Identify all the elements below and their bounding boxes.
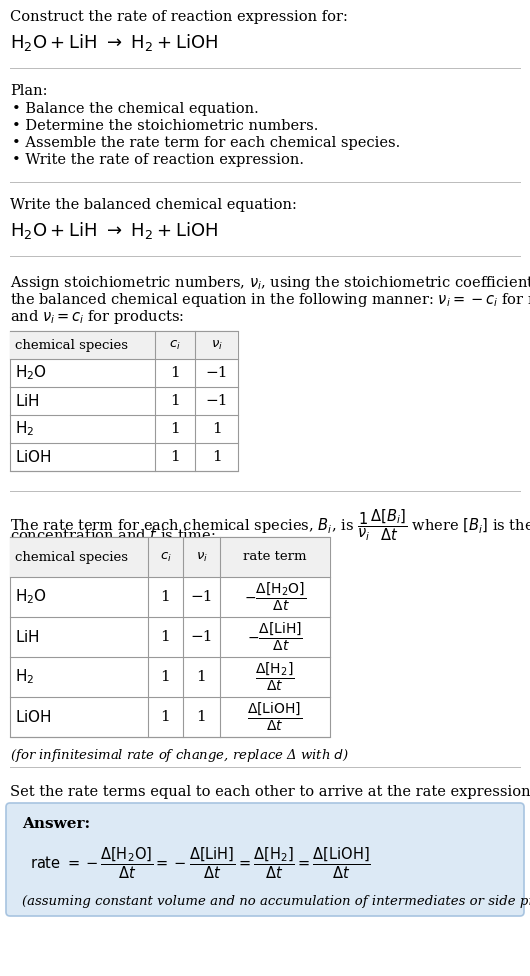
Text: $-\dfrac{\Delta[\mathrm{LiH}]}{\Delta t}$: $-\dfrac{\Delta[\mathrm{LiH}]}{\Delta t}… xyxy=(247,621,303,653)
Text: Plan:: Plan: xyxy=(10,84,48,98)
Text: Write the balanced chemical equation:: Write the balanced chemical equation: xyxy=(10,198,297,212)
Text: $\mathrm{LiH}$: $\mathrm{LiH}$ xyxy=(15,393,40,409)
Text: $\nu_i$: $\nu_i$ xyxy=(196,550,207,563)
Text: chemical species: chemical species xyxy=(15,550,128,563)
Text: Set the rate terms equal to each other to arrive at the rate expression:: Set the rate terms equal to each other t… xyxy=(10,785,530,799)
Text: $\dfrac{\Delta[\mathrm{LiOH}]}{\Delta t}$: $\dfrac{\Delta[\mathrm{LiOH}]}{\Delta t}… xyxy=(248,701,303,733)
Text: concentration and $t$ is time:: concentration and $t$ is time: xyxy=(10,527,216,543)
Text: 1: 1 xyxy=(170,366,180,380)
Text: • Assemble the rate term for each chemical species.: • Assemble the rate term for each chemic… xyxy=(12,136,400,150)
Text: −1: −1 xyxy=(205,394,228,408)
Text: $\mathrm{LiOH}$: $\mathrm{LiOH}$ xyxy=(15,449,52,465)
Text: $\mathrm{H_2O}$: $\mathrm{H_2O}$ xyxy=(15,588,47,606)
Text: −1: −1 xyxy=(190,630,213,644)
Text: −1: −1 xyxy=(205,366,228,380)
FancyBboxPatch shape xyxy=(6,803,524,916)
Text: Assign stoichiometric numbers, $\nu_i$, using the stoichiometric coefficients, $: Assign stoichiometric numbers, $\nu_i$, … xyxy=(10,274,530,292)
Text: Answer:: Answer: xyxy=(22,817,90,831)
Text: 1: 1 xyxy=(161,670,170,684)
Text: and $\nu_i = c_i$ for products:: and $\nu_i = c_i$ for products: xyxy=(10,308,184,326)
Text: the balanced chemical equation in the following manner: $\nu_i = -c_i$ for react: the balanced chemical equation in the fo… xyxy=(10,291,530,309)
Text: 1: 1 xyxy=(197,710,206,724)
Text: −1: −1 xyxy=(190,590,213,604)
Text: $-\dfrac{\Delta[\mathrm{H_2O}]}{\Delta t}$: $-\dfrac{\Delta[\mathrm{H_2O}]}{\Delta t… xyxy=(244,581,306,613)
Text: 1: 1 xyxy=(197,670,206,684)
Bar xyxy=(10,331,238,359)
Text: The rate term for each chemical species, $B_i$, is $\dfrac{1}{\nu_i}\dfrac{\Delt: The rate term for each chemical species,… xyxy=(10,507,530,543)
Text: 1: 1 xyxy=(211,450,222,464)
Text: $\nu_i$: $\nu_i$ xyxy=(210,339,223,351)
Text: 1: 1 xyxy=(161,710,170,724)
Text: • Determine the stoichiometric numbers.: • Determine the stoichiometric numbers. xyxy=(12,119,319,133)
Text: $\dfrac{\Delta[\mathrm{H_2}]}{\Delta t}$: $\dfrac{\Delta[\mathrm{H_2}]}{\Delta t}$ xyxy=(255,661,295,693)
Text: 1: 1 xyxy=(170,450,180,464)
Text: $c_i$: $c_i$ xyxy=(169,339,181,351)
Text: (assuming constant volume and no accumulation of intermediates or side products): (assuming constant volume and no accumul… xyxy=(22,895,530,908)
Text: 1: 1 xyxy=(161,630,170,644)
Text: 1: 1 xyxy=(161,590,170,604)
Text: $\mathrm{H_2O + LiH\ \rightarrow\ H_2 + LiOH}$: $\mathrm{H_2O + LiH\ \rightarrow\ H_2 + … xyxy=(10,32,218,53)
Text: chemical species: chemical species xyxy=(15,339,128,351)
Bar xyxy=(10,537,330,737)
Text: $\mathrm{H_2}$: $\mathrm{H_2}$ xyxy=(15,668,34,686)
Text: 1: 1 xyxy=(170,422,180,436)
Text: • Balance the chemical equation.: • Balance the chemical equation. xyxy=(12,102,259,116)
Text: rate $= -\dfrac{\Delta[\mathrm{H_2O}]}{\Delta t} = -\dfrac{\Delta[\mathrm{LiH}]}: rate $= -\dfrac{\Delta[\mathrm{H_2O}]}{\… xyxy=(30,845,371,880)
Text: 1: 1 xyxy=(211,422,222,436)
Text: $\mathrm{LiOH}$: $\mathrm{LiOH}$ xyxy=(15,709,52,725)
Text: $c_i$: $c_i$ xyxy=(160,550,171,563)
Text: $\mathrm{H_2O + LiH\ \rightarrow\ H_2 + LiOH}$: $\mathrm{H_2O + LiH\ \rightarrow\ H_2 + … xyxy=(10,220,218,241)
Bar xyxy=(10,331,238,471)
Text: $\mathrm{LiH}$: $\mathrm{LiH}$ xyxy=(15,629,40,645)
Text: (for infinitesimal rate of change, replace Δ with $d$): (for infinitesimal rate of change, repla… xyxy=(10,747,349,764)
Text: Construct the rate of reaction expression for:: Construct the rate of reaction expressio… xyxy=(10,10,348,24)
Text: • Write the rate of reaction expression.: • Write the rate of reaction expression. xyxy=(12,153,304,167)
Text: $\mathrm{H_2}$: $\mathrm{H_2}$ xyxy=(15,420,34,438)
Text: 1: 1 xyxy=(170,394,180,408)
Bar xyxy=(10,537,330,577)
Text: $\mathrm{H_2O}$: $\mathrm{H_2O}$ xyxy=(15,364,47,383)
Text: rate term: rate term xyxy=(243,550,307,563)
